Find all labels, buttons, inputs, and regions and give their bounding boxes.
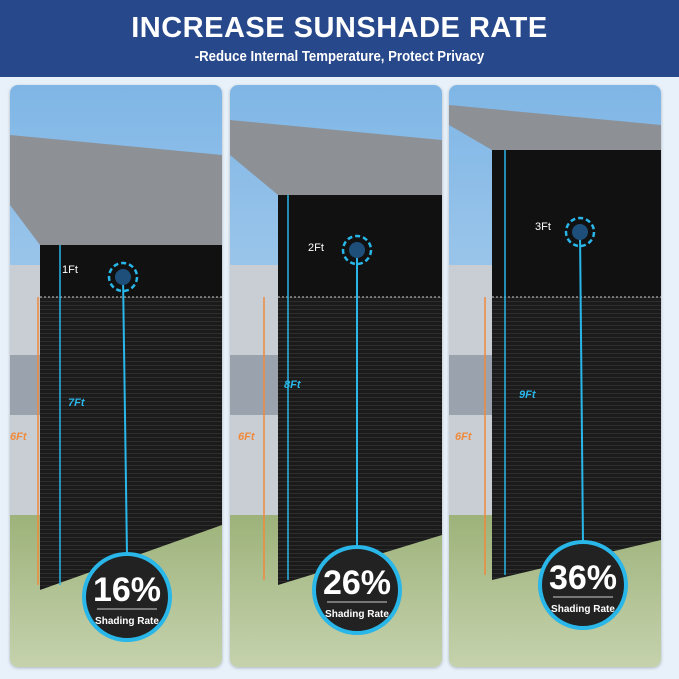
total-height-label: 9Ft (519, 389, 537, 401)
rate-badge (538, 540, 628, 630)
sunshade-top-band (40, 245, 222, 297)
shading-rate-value: 36% (549, 559, 617, 597)
rate-badge (312, 545, 402, 635)
shading-rate-label: Shading Rate (95, 616, 159, 627)
base-height-label: 6Ft (238, 431, 256, 443)
rate-badge (82, 552, 172, 642)
panel-3: 3Ft 9Ft 6Ft 36% Shading Rate (449, 85, 661, 667)
target-circle-icon (341, 234, 373, 266)
target-circle-icon (564, 216, 596, 248)
center-line (122, 276, 128, 556)
target-dot (572, 224, 588, 240)
shading-rate-value: 16% (93, 571, 161, 609)
awning (230, 120, 442, 195)
sunshade-mesh (278, 297, 442, 585)
panel-2: 2Ft 8Ft 6Ft 26% Shading Rate (230, 85, 442, 667)
awning (10, 135, 222, 245)
base-height-label: 6Ft (455, 431, 473, 443)
shading-rate-label: Shading Rate (551, 604, 615, 615)
target-dot (349, 242, 365, 258)
awning (449, 105, 661, 150)
total-height-label: 8Ft (284, 379, 302, 391)
page-title: INCREASE SUNSHADE RATE (131, 12, 548, 44)
shading-rate-label: Shading Rate (325, 609, 389, 620)
total-height-label: 7Ft (68, 397, 86, 409)
sunshade-mesh (492, 297, 661, 580)
shading-rate-value: 26% (323, 564, 391, 602)
page-subtitle: -Reduce Internal Temperature, Protect Pr… (194, 48, 485, 65)
target-circle-icon (107, 261, 139, 293)
base-height-label: 6Ft (10, 431, 28, 443)
top-height-label: 2Ft (308, 242, 324, 254)
panel-1: 1Ft 7Ft 6Ft 16% Shading Rate (10, 85, 222, 667)
top-height-label: 1Ft (62, 264, 78, 276)
sunshade-top-band (492, 150, 661, 297)
center-line (579, 231, 584, 544)
sunshade-mesh (40, 297, 222, 590)
top-height-label: 3Ft (535, 221, 551, 233)
target-dot (115, 269, 131, 285)
header-banner: INCREASE SUNSHADE RATE -Reduce Internal … (0, 0, 679, 77)
